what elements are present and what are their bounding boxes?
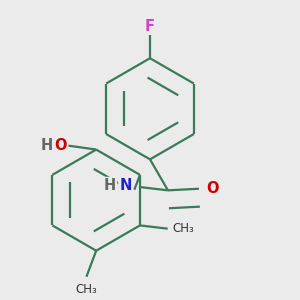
Text: O: O [54,138,67,153]
Text: CH₃: CH₃ [172,222,194,235]
Text: CH₃: CH₃ [76,283,97,296]
Text: F: F [145,19,155,34]
Text: H: H [40,138,53,153]
Text: H: H [104,178,116,193]
Text: O: O [206,181,219,196]
Text: N: N [119,178,132,193]
